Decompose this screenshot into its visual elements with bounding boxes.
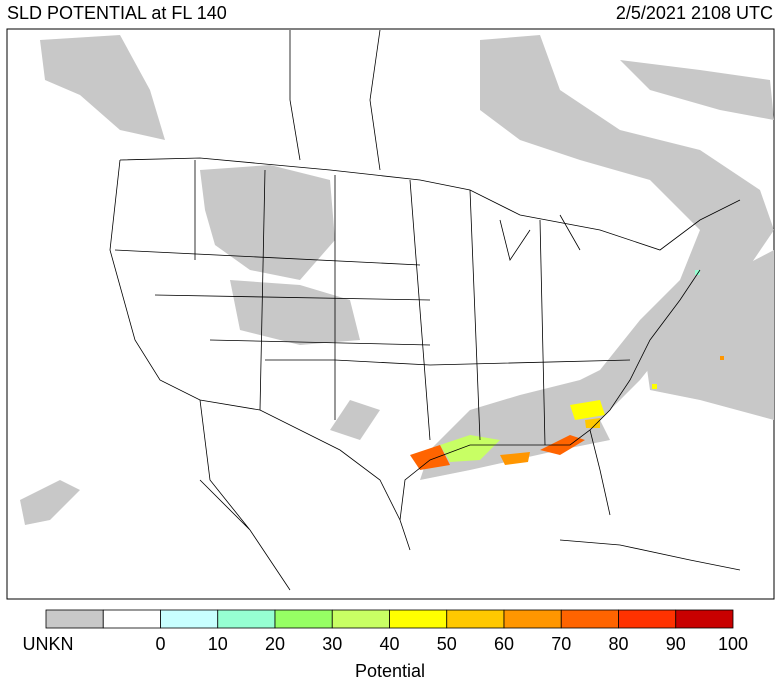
legend-label: 0	[155, 634, 165, 654]
legend-label: 50	[437, 634, 457, 654]
legend-swatch	[160, 609, 219, 629]
legend-swatch	[45, 609, 104, 629]
legend-label: 70	[551, 634, 571, 654]
legend-swatch	[217, 609, 276, 629]
legend-swatch	[102, 609, 161, 629]
legend-swatch	[675, 609, 734, 629]
legend-label: 60	[494, 634, 514, 654]
legend-swatch	[618, 609, 677, 629]
legend-label: 100	[718, 634, 748, 654]
legend-label: 40	[379, 634, 399, 654]
title: SLD POTENTIAL at FL 140	[7, 3, 227, 23]
legend-label: 80	[608, 634, 628, 654]
legend-title: Potential	[355, 661, 425, 681]
map	[6, 28, 775, 600]
legend-swatch	[503, 609, 562, 629]
legend: UNKN 0 10 20 30 40 50 60 70 80 90 100	[22, 609, 748, 654]
legend-label: 20	[265, 634, 285, 654]
legend-label: 30	[322, 634, 342, 654]
legend-swatch	[389, 609, 448, 629]
legend-swatch	[274, 609, 333, 629]
legend-label: 10	[208, 634, 228, 654]
legend-swatch	[331, 609, 390, 629]
timestamp: 2/5/2021 2108 UTC	[616, 3, 773, 23]
legend-label: 90	[666, 634, 686, 654]
legend-swatch	[560, 609, 619, 629]
legend-swatch	[446, 609, 505, 629]
legend-label: UNKN	[22, 634, 73, 654]
